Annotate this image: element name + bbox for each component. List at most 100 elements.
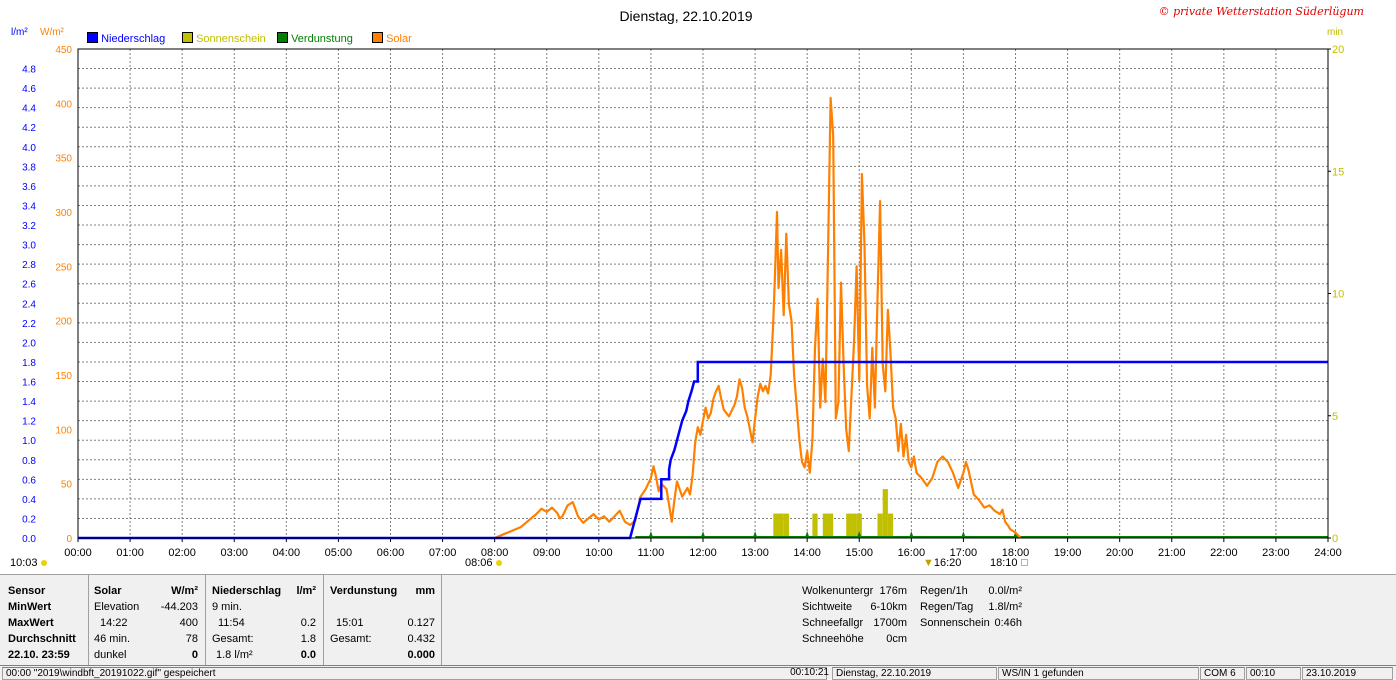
sunshine-tick-label: 15 — [1332, 166, 1344, 178]
data-panel: Sensor MinWert MaxWert Durchschnitt 22.1… — [0, 574, 1396, 666]
solar-axis: 0 50 100 150 200 250 300 350 400 450 — [55, 45, 72, 545]
marker-sunrise: 08:06 — [465, 557, 502, 569]
solar-tick-label: 100 — [55, 425, 72, 436]
time-tick-label: 03:00 — [220, 547, 248, 559]
sunshine-bar — [887, 513, 894, 538]
time-tick-label: 13:00 — [741, 547, 769, 559]
panel-solar-dark-value: 0 — [191, 649, 198, 661]
weather-value: 6-10km — [870, 601, 907, 613]
status-time: 00:10:21 — [790, 667, 829, 678]
precip-tick-label: 0.6 — [22, 475, 36, 486]
time-tick-label: 09:00 — [533, 547, 561, 559]
panel-evap-max-value: 0.127 — [407, 617, 435, 629]
precip-tick-label: 4.0 — [22, 143, 36, 154]
precip-tick-label: 1.6 — [22, 378, 36, 389]
precip-tick-label: 0.4 — [22, 495, 36, 506]
panel-divider — [205, 575, 206, 666]
weather-label: Wolkenuntergr — [802, 585, 874, 597]
sunshine-bar — [778, 513, 784, 538]
legend-label: Sonnenschein — [196, 33, 266, 45]
marker-left-time: 10:03 — [10, 557, 47, 569]
sunshine-bar — [846, 513, 852, 538]
chart-background — [0, 0, 1396, 574]
precip-tick-label: 1.8 — [22, 358, 36, 369]
time-tick-label: 11:00 — [638, 547, 665, 559]
solar-tick-label: 50 — [61, 480, 73, 491]
legend-verdunstung: Verdunstung — [277, 32, 353, 45]
time-tick-label: 18:00 — [1002, 547, 1030, 559]
precip-axis: 0.0 0.2 0.4 0.6 0.8 1.0 1.2 1.4 1.6 1.8 2.0 2.2 2.4 2… — [22, 65, 36, 545]
time-tick-label: 02:00 — [168, 547, 196, 559]
sunshine-bar — [773, 513, 779, 538]
precip-tick-label: 2.6 — [22, 280, 36, 291]
panel-max-label: MaxWert — [8, 617, 54, 629]
evaporation-mark — [961, 531, 966, 537]
time-axis: 00:00 01:00 02:00 03:00 04:00 05:00 06:00 07:00… — [64, 538, 1342, 559]
rain-label: Sonnenschein — [920, 617, 990, 629]
sunshine-tick-label: 0 — [1332, 533, 1338, 545]
sunrise-icon — [495, 560, 502, 566]
precip-tick-label: 4.6 — [22, 84, 36, 95]
legend-label: Verdunstung — [291, 33, 353, 45]
panel-solar-min-label: Elevation — [94, 601, 140, 613]
legend-swatch — [182, 32, 193, 43]
status-date: Dienstag, 22.10.2019 — [832, 667, 997, 680]
status-port: COM 6 — [1200, 667, 1245, 680]
precip-tick-label: 1.4 — [22, 397, 36, 408]
time-tick-label: 15:00 — [845, 547, 873, 559]
solar-tick-label: 350 — [55, 154, 72, 165]
status-day: 23.10.2019 — [1302, 667, 1393, 680]
panel-divider — [88, 575, 89, 666]
precip-tick-label: 1.2 — [22, 417, 36, 428]
panel-evap-total-value: 0.432 — [407, 633, 435, 645]
precip-tick-label: 3.4 — [22, 201, 36, 212]
panel-precip-max-time: 11:54 — [218, 617, 245, 629]
status-clock: 00:10 — [1246, 667, 1301, 680]
time-tick-label: 05:00 — [325, 547, 353, 559]
panel-precip-day-label: 1.8 l/m² — [216, 649, 253, 661]
marker-sunset-label: 18:10 — [990, 557, 1018, 569]
panel-solar-header: Solar — [94, 585, 122, 597]
chart-grid — [78, 49, 1328, 538]
weather-label: Sichtweite — [802, 601, 853, 613]
sunset-icon — [1020, 559, 1028, 566]
precip-tick-label: 4.8 — [22, 65, 36, 76]
solar-tick-label: 400 — [55, 99, 72, 110]
precip-tick-label: 0.8 — [22, 456, 36, 467]
panel-precip-min-label: 9 min. — [212, 601, 242, 613]
panel-solar-unit: W/m² — [171, 585, 198, 597]
time-tick-label: 16:00 — [898, 547, 926, 559]
time-tick-label: 17:00 — [950, 547, 978, 559]
weather-label: Schneehöhe — [802, 633, 864, 645]
rain-value: 0.0l/m² — [988, 585, 1022, 597]
time-tick-label: 14:00 — [793, 547, 821, 559]
time-tick-label: 22:00 — [1210, 547, 1238, 559]
sunshine-bar — [851, 513, 857, 538]
solar-tick-label: 0 — [66, 534, 72, 545]
evaporation-mark — [909, 531, 914, 537]
precip-tick-label: 2.2 — [22, 319, 36, 330]
sunshine-bars — [773, 489, 894, 538]
sunshine-bar — [882, 489, 888, 538]
panel-evap-max-time: 15:01 — [336, 617, 364, 629]
precip-tick-label: 4.2 — [22, 123, 36, 134]
sunshine-bar — [828, 513, 834, 538]
panel-precip-day-value: 0.0 — [300, 649, 316, 661]
panel-min-label: MinWert — [8, 601, 52, 613]
precip-tick-label: 2.0 — [22, 338, 36, 349]
sunshine-bar — [877, 513, 883, 538]
time-tick-label: 10:00 — [585, 547, 613, 559]
panel-solar-max-value: 400 — [179, 617, 198, 629]
time-tick-label: 06:00 — [377, 547, 405, 559]
panel-evap-day-value: 0.000 — [407, 649, 435, 661]
sun-peak-icon: ▼ — [923, 557, 934, 569]
panel-date-label: 22.10. 23:59 — [8, 649, 70, 661]
precip-tick-label: 3.2 — [22, 221, 36, 232]
weather-value: 1700m — [873, 617, 907, 629]
precip-tick-label: 4.4 — [22, 104, 36, 115]
evaporation-mark — [753, 531, 758, 537]
panel-evap-total-label: Gesamt: — [330, 633, 372, 645]
status-station: WS/IN 1 gefunden — [998, 667, 1199, 680]
sunshine-bar — [812, 513, 818, 538]
panel-precip-total-label: Gesamt: — [212, 633, 254, 645]
